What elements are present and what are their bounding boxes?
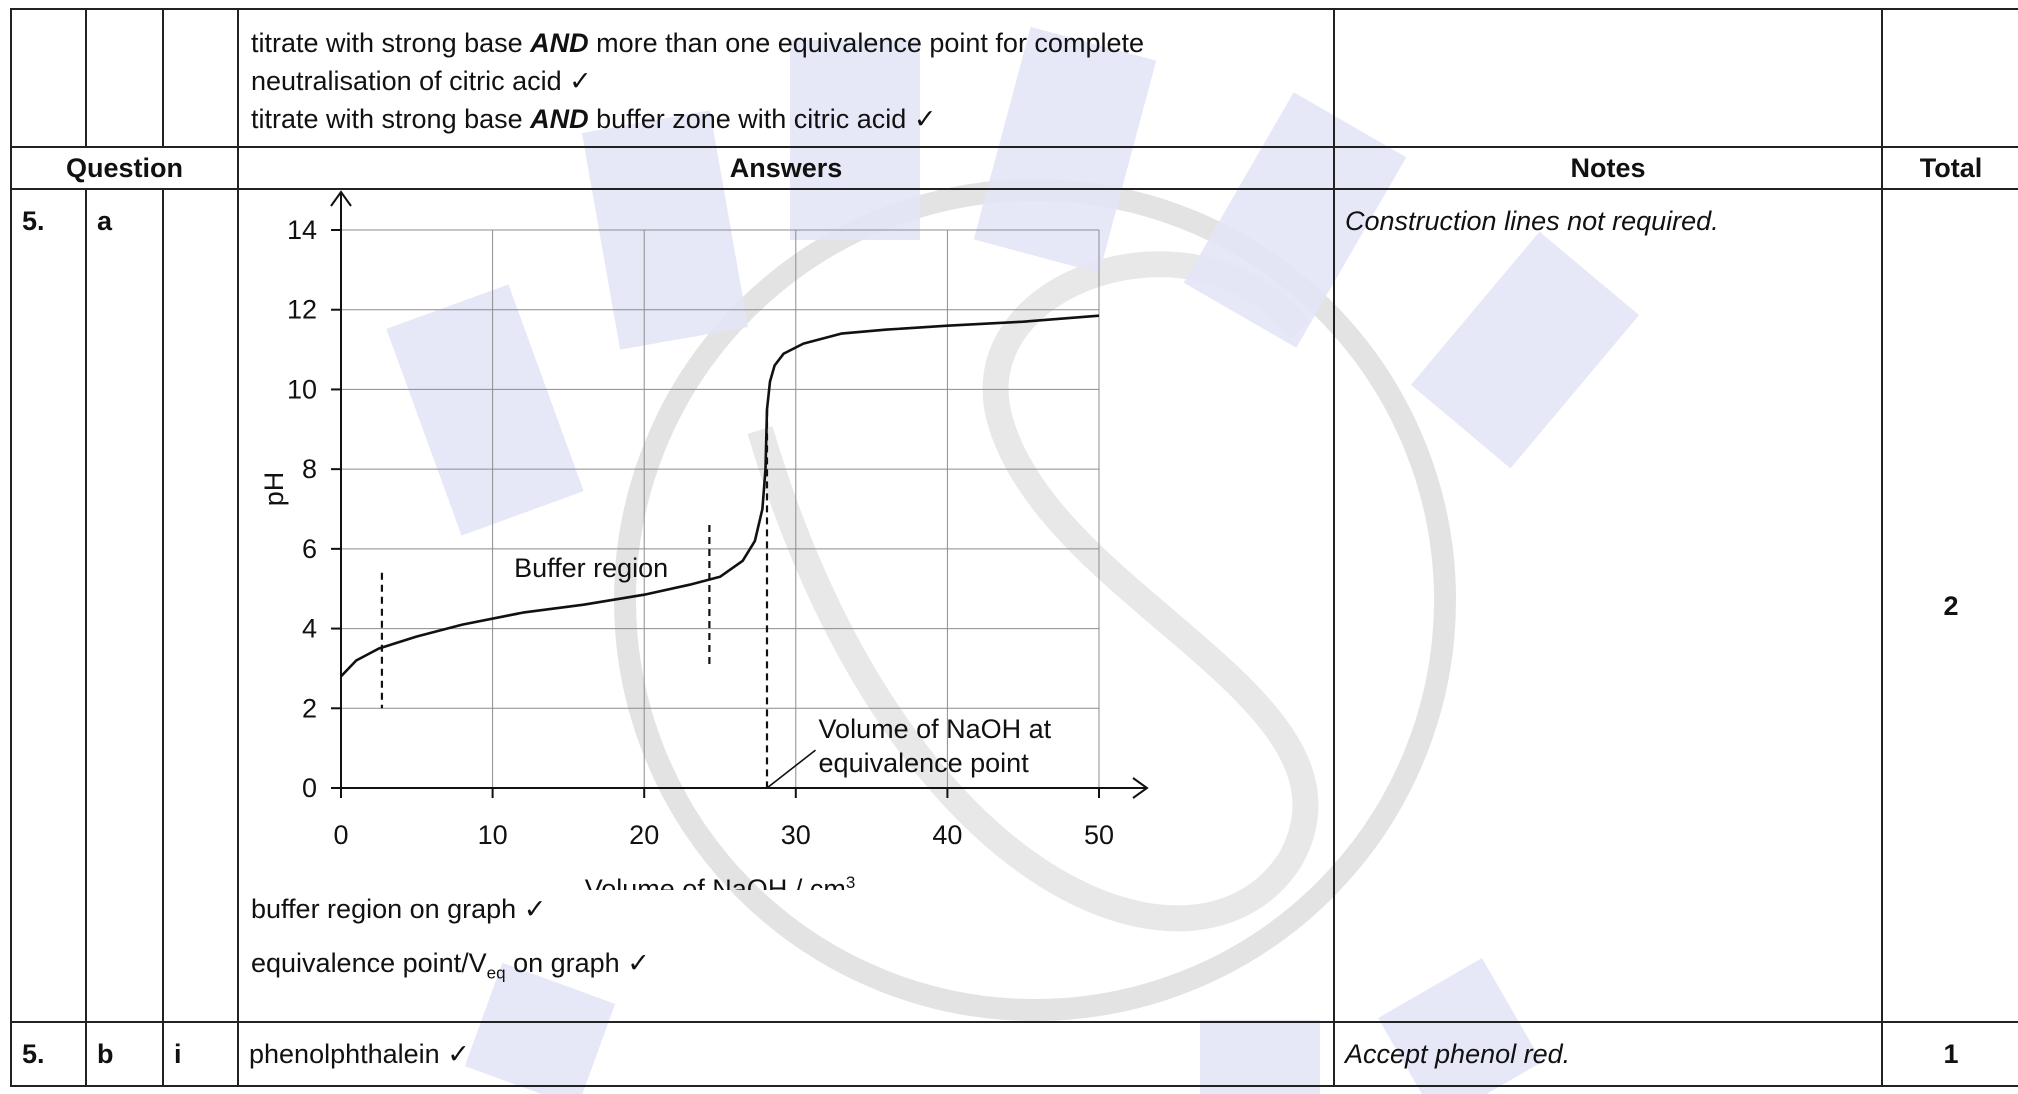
answer-buffer-region: buffer region on graph ✓ — [251, 894, 547, 924]
cell-empty-subpart — [162, 8, 239, 148]
question-subpart: i — [162, 1021, 239, 1087]
question-subpart — [162, 188, 239, 1023]
cell-5bi-answers: phenolphthalein ✓ — [237, 1021, 1335, 1087]
equivalence-leader-line — [766, 749, 817, 789]
y-tick-label: 12 — [287, 295, 317, 325]
x-axis-label-superscript: 3 — [846, 873, 855, 890]
cell-5a-notes: Construction lines not required. — [1333, 188, 1883, 1023]
titration-chart: 0 10 20 30 40 50 0 2 4 6 8 10 12 14 Volume of NaOH / c… — [259, 190, 1149, 890]
y-tick-label: 4 — [302, 614, 317, 644]
y-tick-label: 10 — [287, 374, 317, 404]
answer-equivalence-point: equivalence point/Veq on graph ✓ — [251, 948, 650, 983]
question-number: 5. — [10, 188, 87, 1023]
header-row: Question Answers Notes Total — [10, 146, 2018, 190]
row-5bi: 5. b i phenolphthalein ✓ Accept phenol r… — [10, 1021, 2018, 1087]
cell-5a-answers: 0 10 20 30 40 50 0 2 4 6 8 10 12 14 Volume of NaOH / c… — [237, 188, 1335, 1023]
x-tick-label: 10 — [478, 820, 508, 850]
cell-previous-notes — [1333, 8, 1883, 148]
x-tick-label: 0 — [333, 820, 348, 850]
cell-5a-total: 2 — [1881, 188, 2018, 1023]
question-part: b — [85, 1021, 164, 1087]
y-tick-label: 2 — [302, 693, 317, 723]
y-tick-label: 0 — [302, 773, 317, 803]
y-axis-arrow — [330, 190, 352, 207]
equivalence-label-line-2: equivalence point — [819, 748, 1030, 778]
markscheme-table: titrate with strong base AND more than o… — [10, 8, 2018, 1087]
cell-empty-num — [10, 8, 87, 148]
cell-empty-part — [85, 8, 164, 148]
buffer-region-label: Buffer region — [514, 553, 668, 583]
header-answers: Answers — [237, 146, 1335, 190]
answer-line-1-cont: neutralisation of citric acid ✓ — [251, 66, 592, 96]
x-tick-label: 50 — [1084, 820, 1114, 850]
tick-mark: ✓ — [627, 948, 650, 978]
row-5a: 5. a 0 10 20 30 40 50 0 2 4 6 8 10 12 14 Volume of NaO… — [10, 188, 2018, 1023]
question-part: a — [85, 188, 164, 1023]
y-tick-label: 14 — [287, 215, 317, 245]
x-tick-label: 20 — [629, 820, 659, 850]
titration-curve — [340, 314, 1100, 678]
y-axis-label: pH — [259, 472, 289, 507]
equivalence-label-line-1: Volume of NaOH at — [819, 714, 1052, 744]
cell-previous-total — [1881, 8, 2018, 148]
header-notes: Notes — [1333, 146, 1883, 190]
tick-mark: ✓ — [913, 104, 937, 134]
x-tick-label: 40 — [932, 820, 962, 850]
question-number: 5. — [10, 1021, 87, 1087]
row-previous-continuation: titrate with strong base AND more than o… — [10, 8, 2018, 148]
header-total: Total — [1881, 146, 2018, 190]
y-tick-label: 8 — [302, 454, 317, 484]
tick-mark: ✓ — [523, 894, 547, 924]
tick-mark: ✓ — [569, 66, 592, 96]
y-tick-label: 6 — [302, 534, 317, 564]
answer-line-1: titrate with strong base AND more than o… — [251, 28, 1144, 58]
cell-5bi-total: 1 — [1881, 1021, 2018, 1087]
header-question: Question — [10, 146, 239, 190]
cell-5bi-notes: Accept phenol red. — [1333, 1021, 1883, 1087]
x-tick-label: 30 — [781, 820, 811, 850]
x-axis-label: Volume of NaOH / cm3 — [585, 873, 856, 890]
cell-previous-answers: titrate with strong base AND more than o… — [237, 8, 1335, 148]
answer-line-2: titrate with strong base AND buffer zone… — [251, 104, 937, 134]
tick-mark: ✓ — [447, 1039, 470, 1069]
